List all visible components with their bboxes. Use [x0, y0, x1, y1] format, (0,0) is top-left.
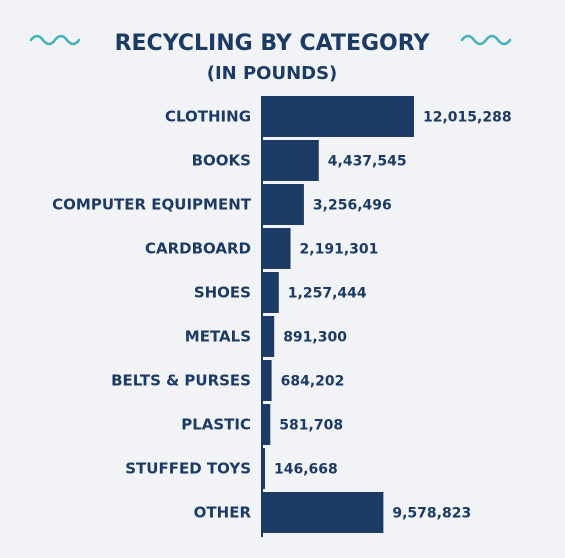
value-label: 891,300 [283, 330, 347, 346]
bar [263, 272, 279, 313]
bar [263, 316, 275, 357]
value-label: 2,191,301 [300, 242, 379, 258]
value-label: 581,708 [279, 418, 343, 434]
bar [263, 96, 414, 137]
bars-group: CLOTHING 12,015,288 BOOKS 4,437,545 COMPUTER… [52, 96, 512, 533]
value-label: 684,202 [281, 374, 345, 390]
category-label: BELTS & PURSES [111, 372, 251, 390]
wave-icon [29, 34, 81, 46]
value-label: 9,578,823 [392, 506, 471, 522]
wave-icon [460, 34, 512, 46]
bar [263, 228, 291, 269]
category-label: OTHER [194, 504, 252, 522]
bar [263, 404, 271, 445]
category-label: CARDBOARD [145, 240, 251, 258]
category-label: STUFFED TOYS [125, 460, 251, 478]
category-label: COMPUTER EQUIPMENT [52, 196, 252, 214]
bar [263, 360, 272, 401]
category-label: CLOTHING [165, 108, 251, 126]
bar [263, 140, 319, 181]
value-label: 146,668 [274, 462, 338, 478]
value-label: 4,437,545 [328, 154, 407, 170]
chart-subtitle: (IN POUNDS) [207, 63, 338, 84]
category-label: METALS [185, 328, 251, 346]
bar [263, 448, 265, 489]
value-label: 3,256,496 [313, 198, 392, 214]
category-label: SHOES [194, 284, 251, 302]
bar [263, 184, 304, 225]
value-label: 1,257,444 [288, 286, 367, 302]
bar [263, 492, 384, 533]
chart-title: RECYCLING BY CATEGORY [115, 31, 431, 56]
category-label: PLASTIC [181, 416, 251, 434]
category-label: BOOKS [192, 152, 251, 170]
value-label: 12,015,288 [423, 110, 512, 126]
